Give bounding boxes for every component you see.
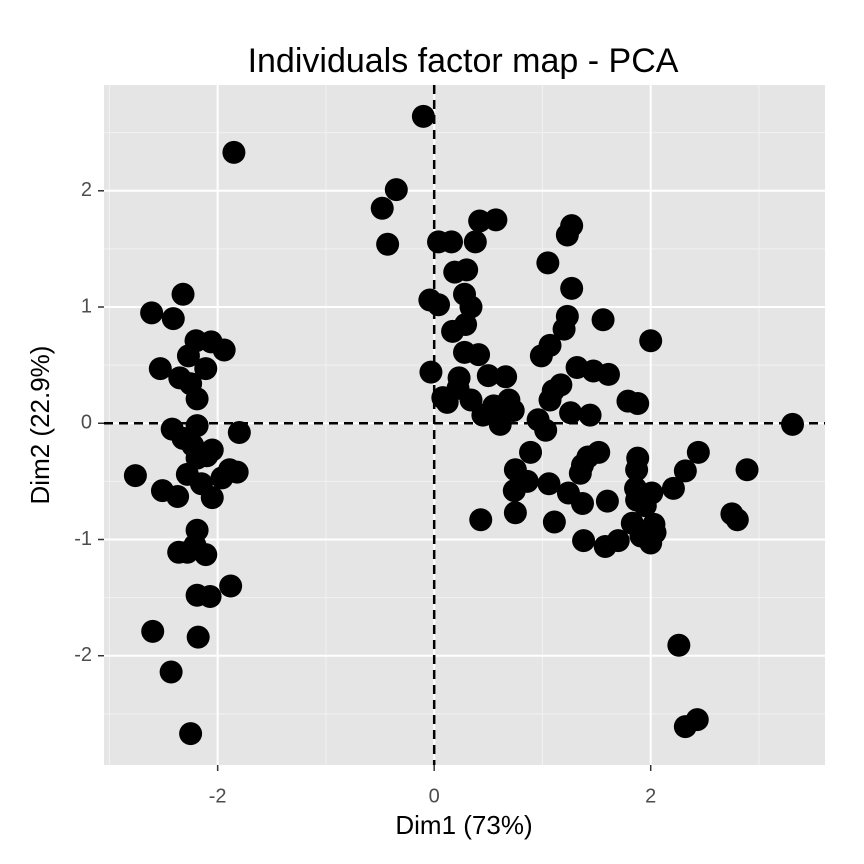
point: [559, 401, 583, 425]
point: [593, 534, 617, 558]
point: [227, 421, 251, 445]
point: [166, 484, 190, 508]
point: [661, 476, 685, 500]
point: [552, 317, 576, 341]
point: [735, 458, 759, 482]
point: [519, 440, 543, 464]
point: [471, 403, 495, 427]
chart-title: Individuals factor map - PCA: [248, 42, 679, 80]
point: [171, 282, 195, 306]
point: [419, 360, 443, 384]
point: [560, 276, 584, 300]
point: [494, 365, 518, 389]
point: [176, 344, 200, 368]
point: [639, 329, 663, 353]
point: [435, 390, 459, 414]
points: [123, 104, 805, 746]
point: [596, 362, 620, 386]
point: [212, 338, 236, 362]
point: [578, 403, 602, 427]
x-tick-label: -2: [209, 785, 227, 807]
point: [595, 489, 619, 513]
point: [686, 440, 710, 464]
point: [673, 459, 697, 483]
y-tick-label: 0: [81, 412, 92, 434]
point: [123, 464, 147, 488]
point: [469, 508, 493, 532]
y-tick-label: -1: [74, 528, 92, 550]
point: [502, 479, 526, 503]
point: [555, 223, 579, 247]
point: [161, 307, 185, 331]
point: [626, 391, 650, 415]
point: [781, 412, 805, 436]
point: [140, 301, 164, 325]
point: [384, 178, 408, 202]
point: [529, 344, 553, 368]
point: [200, 486, 224, 510]
point: [484, 208, 508, 232]
point: [685, 708, 709, 732]
point: [198, 584, 222, 608]
x-axis-label: Dim1 (73%): [395, 810, 532, 840]
point: [534, 418, 558, 442]
point: [148, 357, 172, 381]
x-tick-label: 2: [645, 785, 656, 807]
point: [194, 357, 218, 381]
y-tick-label: 2: [81, 179, 92, 201]
point: [370, 196, 394, 220]
y-axis-label: Dim2 (22.9%): [25, 346, 55, 505]
point: [186, 625, 210, 649]
point: [141, 619, 165, 643]
panel: [104, 85, 825, 765]
point: [488, 412, 512, 436]
point: [219, 574, 243, 598]
point: [725, 508, 749, 532]
point: [185, 387, 209, 411]
point: [591, 308, 615, 332]
point: [542, 510, 566, 534]
point: [194, 543, 218, 567]
point: [572, 529, 596, 553]
point: [159, 660, 183, 684]
point: [667, 633, 691, 657]
point: [440, 230, 464, 254]
point: [503, 501, 527, 525]
point: [571, 491, 595, 515]
point: [459, 295, 483, 319]
point: [639, 531, 663, 555]
point: [463, 230, 487, 254]
point: [467, 343, 491, 367]
point: [625, 458, 649, 482]
point: [210, 466, 234, 490]
y-tick-label: 1: [81, 295, 92, 317]
point: [536, 251, 560, 275]
point: [411, 104, 435, 128]
point: [455, 258, 479, 282]
point: [222, 140, 246, 164]
point: [568, 461, 592, 485]
point: [427, 293, 451, 317]
point: [179, 722, 203, 746]
point: [538, 388, 562, 412]
point: [454, 312, 478, 336]
point: [476, 364, 500, 388]
x-tick-label: 0: [429, 785, 440, 807]
point: [376, 232, 400, 256]
y-tick-label: -2: [74, 644, 92, 666]
point: [175, 540, 199, 564]
point: [537, 472, 561, 496]
point: [633, 494, 657, 518]
